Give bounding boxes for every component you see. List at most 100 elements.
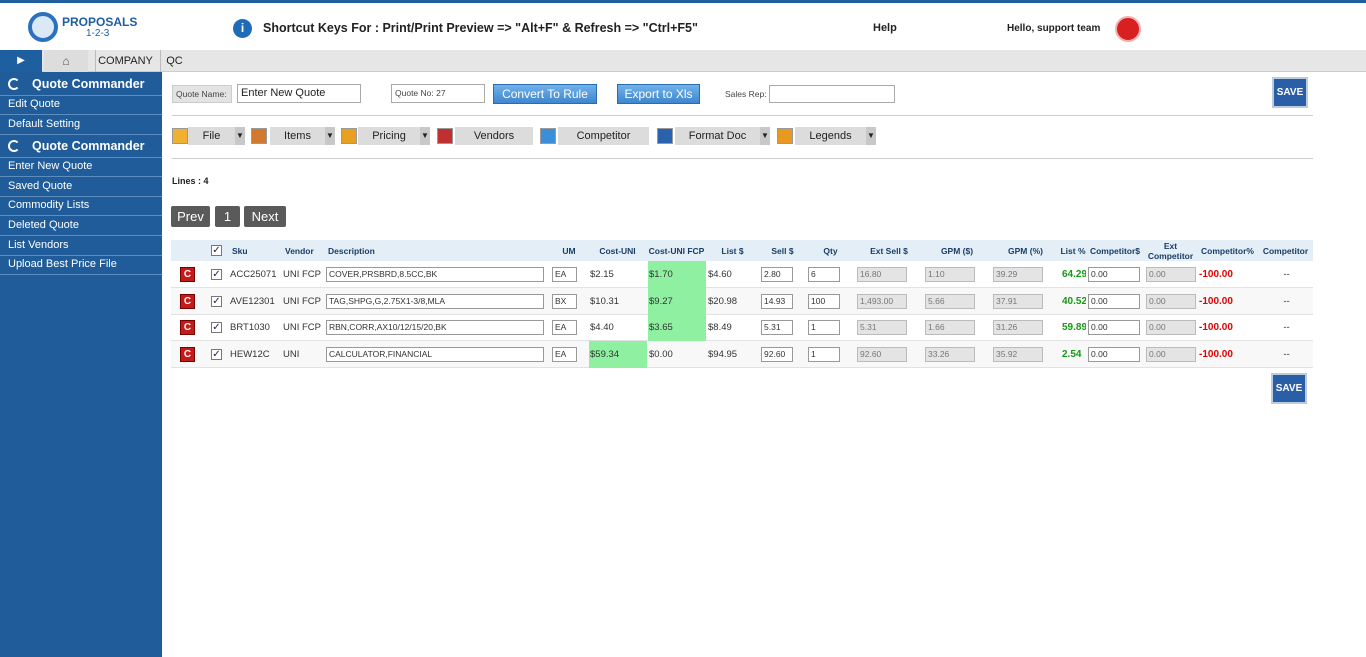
toolbar-button[interactable]: Competitor (558, 127, 649, 145)
logout-button[interactable] (1115, 16, 1141, 42)
toolbar-button[interactable]: Vendors (455, 127, 533, 145)
row-action[interactable]: C (180, 346, 195, 362)
cell-input[interactable]: 1.66 (925, 320, 975, 335)
column-header: Competitor$ (1089, 245, 1141, 256)
cell-input[interactable]: 5.31 (761, 320, 793, 335)
cell-input[interactable]: 0.00 (1088, 320, 1140, 335)
menu-toggle[interactable]: ▶ (0, 50, 42, 72)
row-checkbox[interactable]: ✓ (211, 269, 222, 280)
cell-input[interactable]: 39.29 (993, 267, 1043, 282)
help-link[interactable]: Help (873, 22, 897, 34)
convert-button[interactable]: Convert To Rule (493, 84, 597, 104)
toolbar-icon[interactable] (657, 128, 673, 144)
row-action[interactable]: C (180, 320, 195, 335)
cell-input[interactable]: 0.00 (1146, 346, 1196, 362)
sales-rep-input[interactable] (769, 85, 895, 103)
cell: HEW12C (230, 348, 270, 360)
toolbar-dropdown[interactable]: ▼ (420, 127, 430, 145)
pager-button[interactable]: 1 (215, 206, 240, 227)
home-tab[interactable]: ⌂ (44, 50, 88, 72)
cell: ACC25071 (230, 269, 277, 280)
cell-input[interactable]: 1 (808, 320, 840, 335)
toolbar-dropdown[interactable]: ▼ (325, 127, 335, 145)
cell-input[interactable]: 0.00 (1146, 293, 1196, 309)
column-header: Sell $ (771, 245, 794, 256)
row-checkbox[interactable]: ✓ (211, 348, 222, 360)
cell-input[interactable]: 92.60 (857, 346, 907, 362)
cell-input[interactable]: RBN,CORR,AX10/12/15/20,BK (326, 320, 544, 335)
sidebar-item[interactable]: Default Setting (8, 117, 81, 130)
column-header: Cost-UNI FCP (648, 245, 705, 256)
cell-input[interactable]: 2.80 (761, 267, 793, 282)
pager-button[interactable]: Prev (171, 206, 210, 227)
sidebar-item[interactable]: Commodity Lists (8, 199, 90, 212)
cell: $9.27 (649, 295, 673, 307)
toolbar-icon[interactable] (251, 128, 267, 144)
cell: UNI FCP (283, 295, 321, 307)
toolbar-dropdown[interactable]: ▼ (760, 127, 770, 145)
toolbar-icon[interactable] (172, 128, 188, 144)
row-action[interactable]: C (180, 267, 195, 282)
cell: -- (1283, 322, 1290, 333)
cell-input[interactable]: 31.26 (993, 320, 1043, 335)
sidebar-item[interactable]: Enter New Quote (8, 160, 93, 173)
toolbar-button[interactable]: Legends (795, 127, 866, 145)
save-button[interactable]: SAVE (1272, 77, 1308, 108)
cell-input[interactable]: 0.00 (1088, 346, 1140, 362)
sidebar (0, 72, 162, 657)
toolbar-button[interactable]: Pricing (358, 127, 420, 145)
tab[interactable]: QC (160, 50, 188, 72)
tab[interactable]: COMPANY (95, 50, 155, 72)
cell-input[interactable]: 5.66 (925, 293, 975, 309)
export-button[interactable]: Export to Xls (617, 84, 700, 104)
cell-input[interactable]: COVER,PRSBRD,8.5CC,BK (326, 267, 544, 282)
toolbar-button[interactable]: Items (270, 127, 325, 145)
sidebar-divider (0, 235, 162, 236)
cell-input[interactable]: 0.00 (1146, 267, 1196, 282)
cell-input[interactable]: CALCULATOR,FINANCIAL (326, 346, 544, 362)
cell-input[interactable]: 33.26 (925, 346, 975, 362)
column-header: Vendor (285, 245, 314, 256)
pager-button[interactable]: Next (244, 206, 286, 227)
cell-input[interactable]: TAG,SHPG,G,2.75X1-3/8,MLA (326, 293, 544, 309)
lowest-cost-highlight (589, 340, 647, 368)
toolbar-dropdown[interactable]: ▼ (866, 127, 876, 145)
cell-input[interactable]: EA (552, 320, 577, 335)
cell-input[interactable]: 0.00 (1146, 320, 1196, 335)
cell-input[interactable]: 1.10 (925, 267, 975, 282)
sidebar-item[interactable]: Upload Best Price File (8, 258, 117, 271)
toolbar-icon[interactable] (777, 128, 793, 144)
cell-input[interactable]: 5.31 (857, 320, 907, 335)
sidebar-item[interactable]: List Vendors (8, 238, 69, 251)
cell-input[interactable]: 37.91 (993, 293, 1043, 309)
save-button[interactable]: SAVE (1271, 373, 1307, 404)
toolbar-dropdown[interactable]: ▼ (235, 127, 245, 145)
logo-subtitle: 1-2-3 (86, 28, 110, 39)
toolbar-icon[interactable] (437, 128, 453, 144)
cell-input[interactable]: 14.93 (761, 293, 793, 309)
cell-input[interactable]: 6 (808, 267, 840, 282)
cell-input[interactable]: 1 (808, 346, 840, 362)
cell-input[interactable]: 92.60 (761, 346, 793, 362)
cell-input[interactable]: EA (552, 267, 577, 282)
header-checkbox[interactable]: ✓ (211, 245, 222, 256)
toolbar-icon[interactable] (341, 128, 357, 144)
sidebar-item[interactable]: Saved Quote (8, 179, 73, 192)
toolbar-icon[interactable] (540, 128, 556, 144)
cell-input[interactable]: 1,493.00 (857, 293, 907, 309)
cell-input[interactable]: 0.00 (1088, 293, 1140, 309)
row-action[interactable]: C (180, 293, 195, 309)
row-checkbox[interactable]: ✓ (211, 295, 222, 307)
cell-input[interactable]: 0.00 (1088, 267, 1140, 282)
toolbar-button[interactable]: File (188, 127, 235, 145)
cell-input[interactable]: 35.92 (993, 346, 1043, 362)
sidebar-item[interactable]: Deleted Quote (8, 219, 79, 231)
sidebar-item[interactable]: Edit Quote (8, 98, 60, 110)
cell-input[interactable]: 16.80 (857, 267, 907, 282)
cell-input[interactable]: EA (552, 346, 577, 362)
toolbar-button[interactable]: Format Doc (675, 127, 760, 145)
quote-name-input[interactable]: Enter New Quote (237, 84, 361, 103)
row-checkbox[interactable]: ✓ (211, 322, 222, 333)
cell-input[interactable]: 100 (808, 293, 840, 309)
cell-input[interactable]: BX (552, 293, 577, 309)
